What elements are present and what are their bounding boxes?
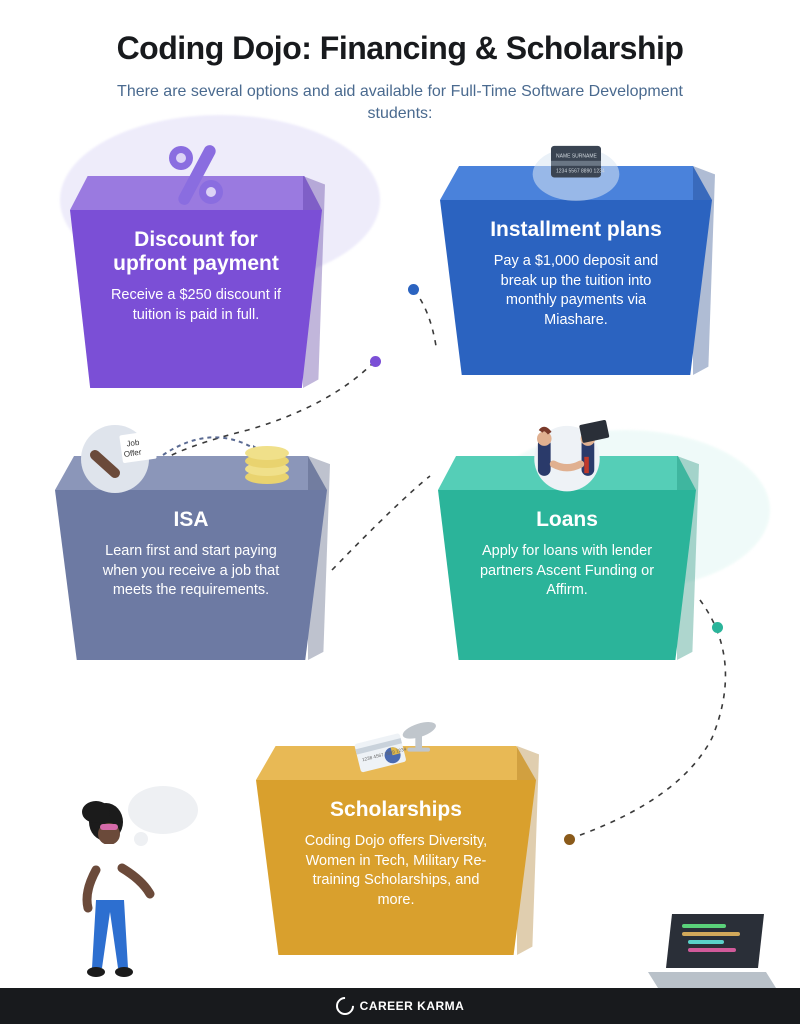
infographic-page: Coding Dojo: Financing & Scholarship The… — [0, 0, 800, 1024]
box-body: Loans Apply for loans with lender partne… — [438, 490, 696, 660]
box-body: Scholarships Coding Dojo offers Diversit… — [256, 780, 536, 955]
card-satellite-icon: 1238 4567 7899 1234 — [346, 695, 446, 795]
footer-brand: CAREER KARMA — [0, 988, 800, 1024]
box-title: Installment plans — [490, 218, 662, 242]
box-body: ISA Learn first and start paying when yo… — [55, 490, 327, 660]
job-coins-icon: Job Offer — [71, 420, 301, 490]
box-desc: Pay a $1,000 deposit and break up the tu… — [476, 252, 676, 330]
svg-text:Job: Job — [125, 438, 140, 449]
dashed-connector — [414, 290, 436, 346]
connector-dot — [712, 622, 723, 633]
financing-box-isa: Job Offer ISA Learn first and start payi… — [55, 490, 327, 660]
thought-bubble-icon — [128, 786, 198, 834]
box-desc: Apply for loans with lender partners Asc… — [467, 542, 667, 601]
connector-dot — [408, 284, 419, 295]
connector-dot — [370, 356, 381, 367]
financing-box-installment: NAME SURNAME 1234 5567 8890 1234 Install… — [440, 200, 712, 375]
box-body: Discount for upfront payment Receive a $… — [70, 210, 322, 388]
box-title: ISA — [173, 508, 208, 532]
credit-card-bubble-icon: NAME SURNAME 1234 5567 8890 1234 — [526, 130, 626, 200]
percent-icon — [161, 140, 231, 210]
job-coins-icon: Job Offer — [71, 415, 301, 495]
box-body: Installment plans Pay a $1,000 deposit a… — [440, 200, 712, 375]
brand-logo-icon — [332, 993, 357, 1018]
box-title: Discount for upfront payment — [96, 228, 296, 276]
svg-text:1234 5567 8890 1234: 1234 5567 8890 1234 — [556, 169, 605, 175]
financing-box-discount: Discount for upfront payment Receive a $… — [70, 210, 322, 388]
box-desc: Receive a $250 discount if tuition is pa… — [96, 286, 296, 325]
box-title: Scholarships — [330, 798, 462, 822]
brand-name: CAREER KARMA — [360, 1000, 465, 1012]
dashed-connector — [332, 476, 430, 570]
connector-dot — [564, 834, 575, 845]
svg-text:NAME SURNAME: NAME SURNAME — [556, 154, 598, 160]
box-desc: Learn first and start paying when you re… — [91, 542, 291, 601]
infographic-canvas: Discount for upfront payment Receive a $… — [0, 0, 800, 1024]
credit-card-bubble-icon: NAME SURNAME 1234 5567 8890 1234 — [526, 120, 626, 210]
box-title: Loans — [536, 508, 598, 532]
handshake-card-icon — [517, 415, 617, 495]
financing-box-scholarships: 1238 4567 7899 1234 Scholarships Coding … — [256, 780, 536, 955]
percent-icon — [146, 140, 246, 210]
financing-box-loans: Loans Apply for loans with lender partne… — [438, 490, 696, 660]
handshake-card-icon — [517, 420, 617, 490]
box-desc: Coding Dojo offers Diversity, Women in T… — [296, 832, 496, 910]
card-satellite-icon: 1238 4567 7899 1234 — [346, 710, 446, 780]
